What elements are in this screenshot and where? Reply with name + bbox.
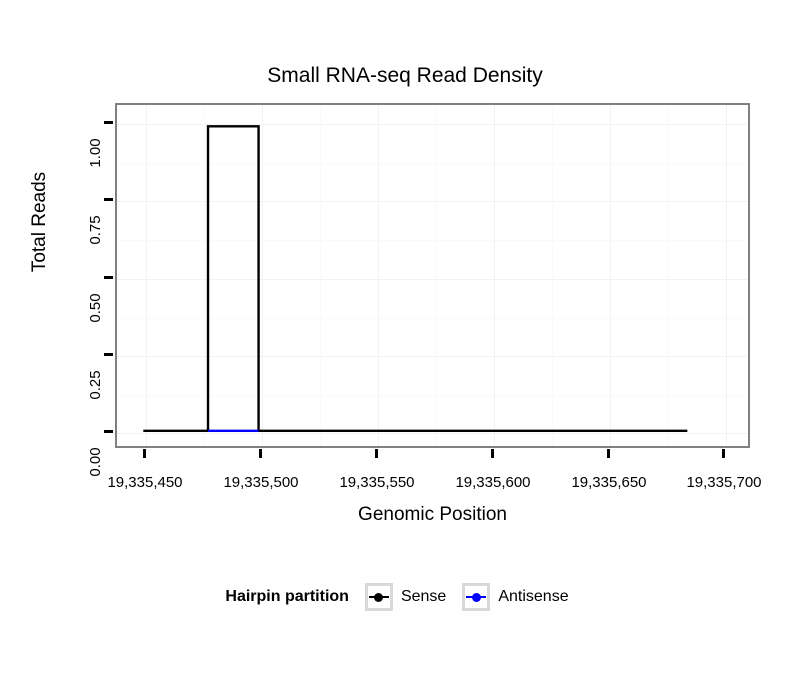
legend-title: Hairpin partition	[225, 588, 349, 605]
y-axis-title: Total Reads	[29, 171, 50, 273]
gridline-minor-horizontal	[117, 395, 748, 396]
x-axis-tick	[375, 449, 378, 458]
gridline-major-horizontal	[117, 124, 748, 125]
y-axis-tick	[104, 430, 113, 433]
y-axis-tick	[104, 353, 113, 356]
gridline-major-vertical	[494, 105, 495, 446]
x-axis-tick-label: 19,335,550	[339, 474, 415, 491]
gridline-major-vertical	[146, 105, 147, 446]
gridline-minor-vertical	[436, 105, 437, 446]
legend-label-sense: Sense	[400, 588, 447, 605]
gridline-minor-vertical	[320, 105, 321, 446]
gridline-major-horizontal	[117, 279, 748, 280]
x-axis-tick	[143, 449, 146, 458]
x-axis-tick-label: 19,335,650	[571, 474, 647, 491]
y-axis-tick	[104, 276, 113, 279]
y-axis-tick-label: 0.50	[87, 293, 104, 323]
series-svg	[143, 125, 688, 432]
plot-panel	[115, 103, 750, 448]
gridline-major-horizontal	[117, 201, 748, 202]
x-axis-tick	[259, 449, 262, 458]
y-axis-tick	[104, 198, 113, 201]
x-axis-tick-label: 19,335,500	[223, 474, 299, 491]
gridline-minor-vertical	[552, 105, 553, 446]
y-axis-tick-label: 0.75	[87, 215, 104, 245]
gridline-minor-horizontal	[117, 163, 748, 164]
gridline-minor-horizontal	[117, 318, 748, 319]
legend-label-antisense: Antisense	[498, 588, 569, 605]
gridline-minor-vertical	[204, 105, 205, 446]
x-axis-tick	[491, 449, 494, 458]
gridline-major-horizontal	[117, 433, 748, 434]
gridline-major-vertical	[262, 105, 263, 446]
gridline-major-horizontal	[117, 356, 748, 357]
data-series-layer	[117, 105, 748, 446]
x-axis-tick	[607, 449, 610, 458]
x-axis-tick-label: 19,335,450	[107, 474, 183, 491]
x-axis-tick	[722, 449, 725, 458]
gridline-major-vertical	[378, 105, 379, 446]
gridline-major-vertical	[610, 105, 611, 446]
y-axis-tick-label: 0.25	[87, 370, 104, 400]
y-axis-tick-label: 1.00	[87, 138, 104, 168]
x-axis-tick-label: 19,335,600	[455, 474, 531, 491]
gridline-major-vertical	[726, 105, 727, 446]
x-axis-title: Genomic Position	[358, 504, 507, 525]
gridline-minor-horizontal	[117, 240, 748, 241]
legend-key-point-icon	[374, 592, 384, 602]
gridline-minor-vertical	[668, 105, 669, 446]
x-axis-tick-label: 19,335,700	[686, 474, 762, 491]
legend-item-sense[interactable]: Sense	[364, 583, 447, 611]
y-axis-tick	[104, 121, 113, 124]
series-line-sense	[143, 125, 688, 432]
chart-title: Small RNA-seq Read Density	[267, 64, 543, 87]
legend-key-point-icon	[471, 592, 481, 602]
legend: Hairpin partition Sense Antisense	[0, 583, 810, 611]
legend-item-antisense[interactable]: Antisense	[462, 583, 569, 611]
legend-key-antisense	[462, 583, 491, 611]
legend-key-sense	[364, 583, 393, 611]
